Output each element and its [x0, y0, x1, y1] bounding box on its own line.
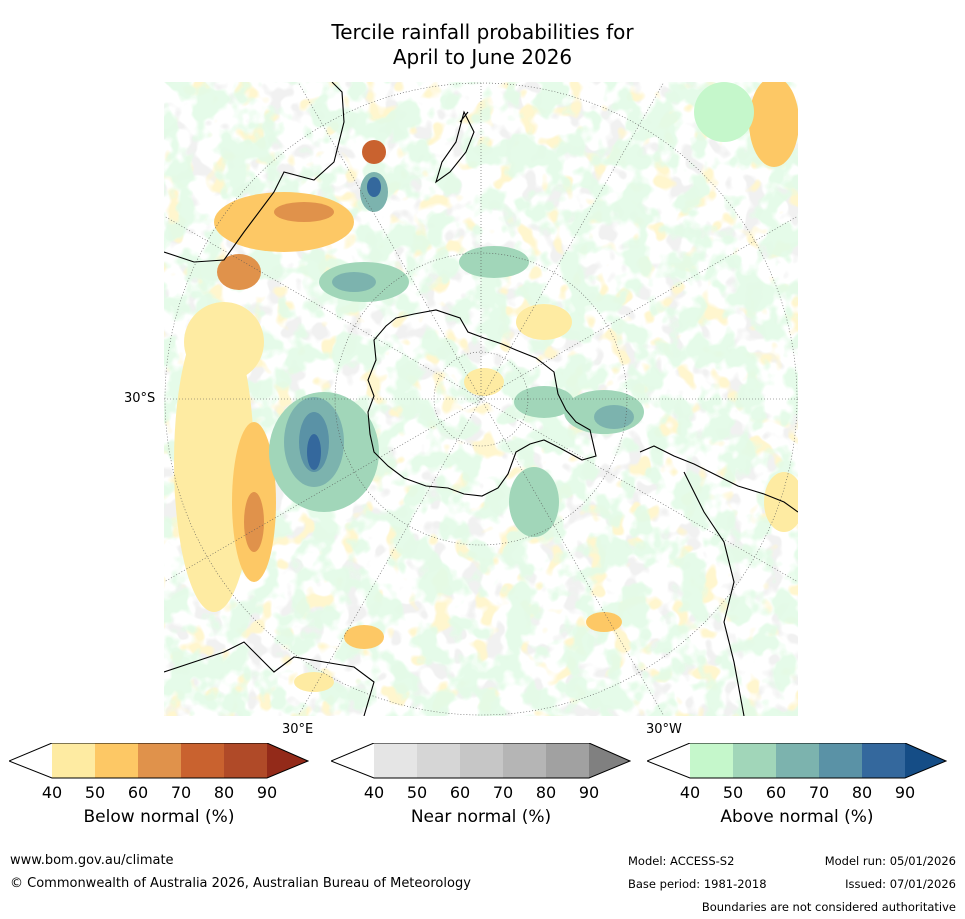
- colorbar-segment: [9, 743, 52, 778]
- colorbar-segment: [905, 743, 946, 778]
- africa-coastline: [164, 641, 375, 716]
- base-period: Base period: 1981-2018: [628, 877, 767, 891]
- colorbar-outline: [647, 743, 947, 779]
- colorbar-segment: [647, 743, 690, 778]
- colorbar-label: Near normal (%): [410, 807, 552, 827]
- new-zealand-coastline: [435, 110, 475, 184]
- colorbar-segment: [331, 743, 374, 778]
- colorbar-label: Above normal (%): [720, 807, 874, 827]
- colorbar-segment: [546, 743, 589, 778]
- tick-label: 90: [578, 783, 600, 802]
- tick-label: 90: [256, 783, 278, 802]
- tick-label: 60: [765, 783, 787, 802]
- colorbar-outline: [331, 743, 631, 779]
- colorbar-segment: [138, 743, 181, 778]
- colorbar-near-normal: 40 50 60 70 80 90 Near normal (%): [331, 743, 631, 843]
- colorbar-segment: [460, 743, 503, 778]
- tick-label: 70: [808, 783, 830, 802]
- below-normal-patches: [174, 82, 798, 692]
- lon-30w-label: 30°W: [646, 722, 682, 737]
- graticule: [164, 82, 798, 716]
- colorbar-segment: [862, 743, 905, 778]
- tick-label: 40: [679, 783, 701, 802]
- tick-label: 80: [213, 783, 235, 802]
- australia-coastline: [164, 82, 345, 263]
- colorbar-segment: [733, 743, 776, 778]
- coastlines: [164, 82, 798, 716]
- colorbar-segment: [52, 743, 95, 778]
- tick-label: 50: [406, 783, 428, 802]
- lon-30e-label: 30°E: [282, 722, 314, 737]
- colorbar-segment: [267, 743, 308, 778]
- tick-label: 40: [41, 783, 63, 802]
- colorbar-label: Below normal (%): [83, 807, 235, 827]
- tick-label: 80: [851, 783, 873, 802]
- tick-label: 60: [449, 783, 471, 802]
- lat-30s-label: 30°S: [124, 391, 156, 406]
- boundary-disclaimer: Boundaries are not considered authoritat…: [701, 900, 956, 914]
- tick-label: 80: [535, 783, 557, 802]
- tick-label: 70: [492, 783, 514, 802]
- colorbar-outline: [9, 743, 309, 779]
- tick-label: 50: [722, 783, 744, 802]
- tick-label: 50: [84, 783, 106, 802]
- colorbar-segment: [503, 743, 546, 778]
- colorbar-below-normal: 40 50 60 70 80 90 Below normal (%): [9, 743, 309, 843]
- colorbar-ticks: 40 50 60 70 80 90: [647, 783, 947, 803]
- title-line-1: Tercile rainfall probabilities for: [331, 20, 634, 44]
- colorbar-segment: [181, 743, 224, 778]
- colorbar-above-normal: 40 50 60 70 80 90 Above normal (%): [647, 743, 947, 843]
- tick-label: 90: [894, 783, 916, 802]
- antarctica-coastline: [367, 309, 597, 497]
- south-america-coastline: [639, 445, 798, 716]
- colorbar-segment: [374, 743, 417, 778]
- tick-label: 60: [127, 783, 149, 802]
- model-run-date: Model run: 05/01/2026: [824, 854, 956, 868]
- copyright-text: © Commonwealth of Australia 2026, Austra…: [10, 876, 471, 891]
- map-title: Tercile rainfall probabilities for April…: [0, 20, 965, 70]
- colorbar-segment: [819, 743, 862, 778]
- colorbar-segment: [589, 743, 630, 778]
- colorbar-segment: [690, 743, 733, 778]
- rainfall-probability-map[interactable]: [164, 82, 798, 716]
- title-line-2: April to June 2026: [392, 45, 573, 69]
- tick-label: 70: [170, 783, 192, 802]
- colorbar-segment: [224, 743, 267, 778]
- colorbar-ticks: 40 50 60 70 80 90: [9, 783, 309, 803]
- colorbar-ticks: 40 50 60 70 80 90: [331, 783, 631, 803]
- colorbar-segment: [776, 743, 819, 778]
- issued-date: Issued: 07/01/2026: [845, 877, 956, 891]
- colorbar-segment: [95, 743, 138, 778]
- above-normal-patches: [269, 82, 754, 537]
- tick-label: 40: [363, 783, 385, 802]
- model-name: Model: ACCESS-S2: [628, 854, 735, 868]
- colorbar-segment: [417, 743, 460, 778]
- bom-url-link[interactable]: www.bom.gov.au/climate: [10, 853, 174, 868]
